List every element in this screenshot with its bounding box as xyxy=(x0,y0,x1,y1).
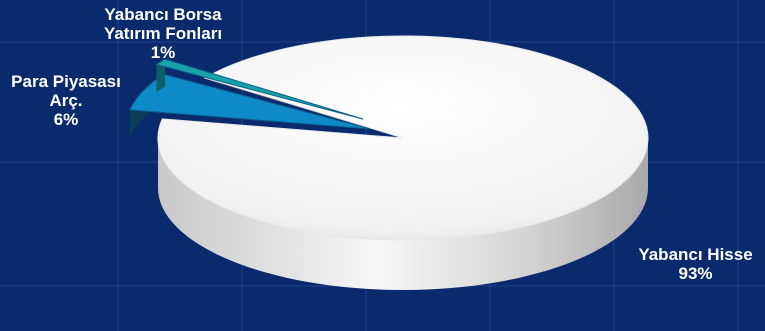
label-yabanci-borsa-name-line2: Yatırım Fonları xyxy=(103,24,223,43)
label-yabanci-borsa-value: 1% xyxy=(150,43,176,62)
label-para-piyasasi-value: 6% xyxy=(53,110,79,129)
label-para-piyasasi: Para Piyasası Arç. 6% xyxy=(0,72,132,129)
label-yabanci-hisse-value: 93% xyxy=(678,264,713,283)
label-yabanci-hisse: Yabancı Hisse 93% xyxy=(628,245,763,283)
slice-inner-edge xyxy=(204,78,403,138)
label-para-piyasasi-name-line2: Arç. xyxy=(49,91,83,110)
slice-yabanc-hisse xyxy=(157,35,649,241)
label-yabanci-borsa-name-line1: Yabancı Borsa xyxy=(104,5,222,24)
slice-yabanc-borsa-yat-r-m-fonlar- xyxy=(155,58,364,120)
pie-slices xyxy=(129,35,649,290)
label-yabanci-hisse-name: Yabancı Hisse xyxy=(638,245,753,264)
label-para-piyasasi-name-line1: Para Piyasası xyxy=(11,72,121,91)
slice-side-0 xyxy=(158,138,648,290)
label-yabanci-borsa: Yabancı Borsa Yatırım Fonları 1% xyxy=(88,5,238,62)
